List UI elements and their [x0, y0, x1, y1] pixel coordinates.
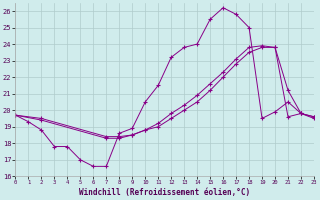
X-axis label: Windchill (Refroidissement éolien,°C): Windchill (Refroidissement éolien,°C)	[79, 188, 250, 197]
